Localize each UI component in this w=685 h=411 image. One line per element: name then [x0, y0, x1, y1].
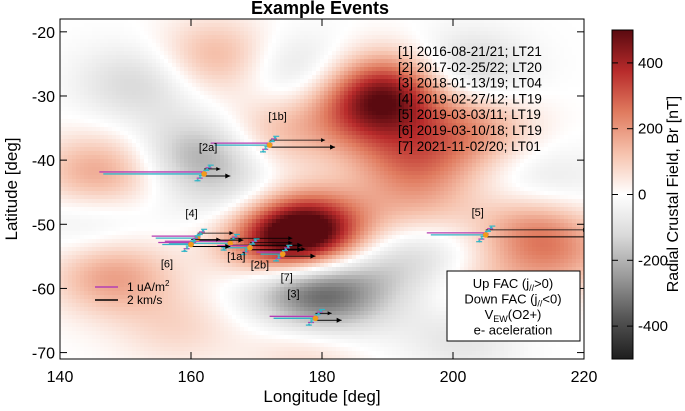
legend-box: Up FAC (j//>0)Down FAC (j//<0)VEW(O2+)e-… [446, 270, 581, 342]
x-tick-label: 140 [47, 369, 74, 386]
x-axis-label: Longitude [deg] [263, 387, 380, 406]
colorbar-tick-label: 400 [638, 55, 663, 72]
event-marker [256, 244, 316, 262]
event-markers [99, 135, 584, 327]
y-tick-label: -20 [32, 25, 55, 42]
x-axis-ticks: 140 160 180 200 220 [47, 19, 598, 386]
scale-bars: 1 uA/m22 km/s [95, 279, 170, 307]
event-list-item: [4] 2019-02-27/12; LT19 [398, 91, 542, 106]
y-axis-ticks: -70 -60 -50 -40 -30 -20 [32, 25, 584, 363]
event-marker [158, 234, 231, 253]
event-marker [99, 164, 231, 182]
event-list-item: [5] 2019-03-03/11; LT19 [398, 107, 541, 122]
y-tick-label: -40 [32, 153, 55, 170]
event-label: [2a] [199, 142, 217, 154]
event-marker [269, 308, 342, 327]
colorbar-tick-label: -400 [638, 318, 668, 335]
y-axis-label: Latitude [deg] [2, 137, 21, 240]
legend-entry: VEW(O2+) [485, 307, 542, 324]
event-marker [426, 225, 584, 243]
y-tick-label: -70 [32, 346, 55, 363]
colorbar: -400 -200 0 200 400 Radial Crustal Field, Br… [611, 29, 682, 360]
colorbar-label: Radial Crustal Field, Br [nT] [665, 96, 682, 293]
colorbar-tick-label: 200 [638, 121, 663, 138]
event-label: [1a] [227, 251, 245, 263]
x-tick-label: 220 [571, 369, 598, 386]
legend-entry: Down FAC (j//<0) [464, 292, 561, 309]
event-list-item: [1] 2016-08-21/21; LT21 [398, 44, 542, 59]
x-tick-label: 180 [309, 369, 336, 386]
legend-entry: Up FAC (j//>0) [473, 276, 554, 293]
event-label: [1b] [268, 111, 286, 123]
event-list-item: [7] 2021-11-02/20; LT01 [398, 139, 541, 154]
x-tick-label: 160 [178, 369, 205, 386]
scale-bar-label: 2 km/s [127, 293, 162, 307]
scale-bar-label: 1 uA/m2 [127, 279, 170, 294]
event-label: [2b] [251, 260, 269, 272]
event-marker [210, 135, 336, 153]
y-tick-label: -60 [32, 281, 55, 298]
chart-title: Example Events [251, 0, 389, 18]
colorbar-tick-label: -200 [638, 252, 668, 269]
event-labels: [1a] [1b] [2a] [2b] [3] [4] [5] [6] [7] [161, 111, 484, 300]
event-list-item: [2] 2017-02-25/22; LT20 [398, 60, 542, 75]
y-tick-label: -50 [32, 217, 55, 234]
y-tick-label: -30 [32, 89, 55, 106]
event-list-item: [3] 2018-01-13/19; LT04 [398, 76, 542, 91]
event-label: [5] [472, 207, 484, 219]
event-list-item: [6] 2019-03-10/18; LT19 [398, 123, 542, 138]
event-label: [7] [281, 272, 293, 284]
legend-entry: e- aceleration [474, 323, 553, 338]
event-label: [4] [185, 208, 197, 220]
colorbar-tick-label: 0 [638, 187, 646, 204]
event-list: [1] 2016-08-21/21; LT21[2] 2017-02-25/22… [398, 44, 542, 154]
event-label: [3] [287, 288, 299, 300]
x-tick-label: 200 [440, 369, 467, 386]
event-label: [6] [161, 259, 173, 271]
